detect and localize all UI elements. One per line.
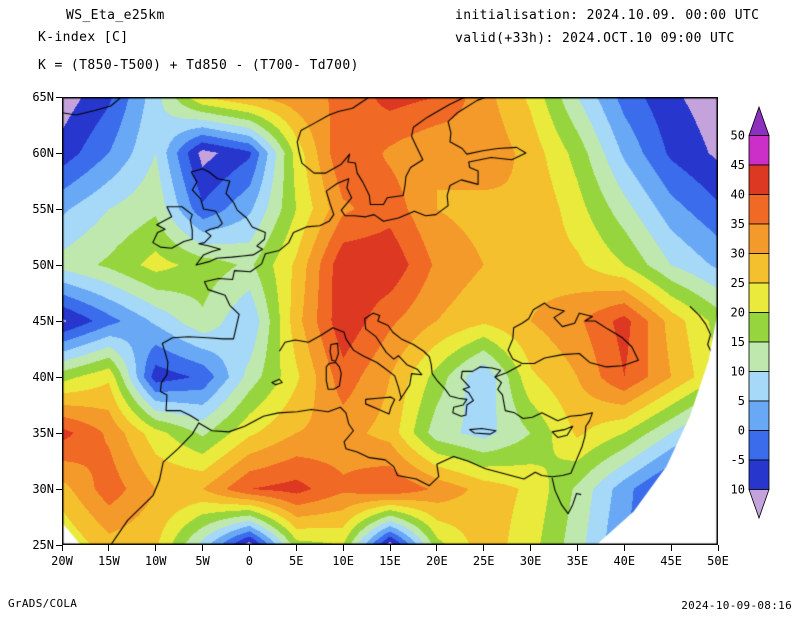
valid-time: valid(+33h): 2024.OCT.10 09:00 UTC (455, 31, 735, 46)
lon-tick-label: 10E (332, 554, 354, 568)
lon-tick-label: 15E (379, 554, 401, 568)
lon-tick-label: 5E (289, 554, 304, 568)
lon-tick-label: 50E (707, 554, 729, 568)
lat-tick (56, 152, 62, 154)
colorbar-label: 25 (731, 276, 745, 290)
lon-tick (670, 545, 672, 551)
lat-tick (56, 432, 62, 434)
colorbar-band (748, 253, 770, 284)
colorbar-label: -10 (729, 483, 745, 497)
grads-credit: GrADS/COLA (8, 597, 78, 610)
lat-tick-label: 50N (32, 258, 54, 272)
colorbar-label: 30 (731, 247, 745, 261)
colorbar-label: 35 (731, 217, 745, 231)
lon-tick (623, 545, 625, 551)
colorbar-label: 40 (731, 188, 745, 202)
lon-tick (530, 545, 532, 551)
creation-timestamp: 2024-10-09-08:16 (681, 599, 792, 612)
lat-tick (56, 264, 62, 266)
colorbar-band (748, 312, 770, 343)
lon-tick (108, 545, 110, 551)
colorbar-band (748, 341, 770, 372)
lon-tick-label: 30E (519, 554, 542, 568)
lat-tick-label: 60N (32, 146, 54, 160)
lon-tick-label: 25E (472, 554, 495, 568)
lon-tick (295, 545, 297, 551)
colorbar-band (748, 106, 770, 136)
colorbar-label: 45 (731, 158, 745, 172)
colorbar-label: 5 (738, 394, 745, 408)
lat-tick (56, 320, 62, 322)
lon-tick (483, 545, 485, 551)
lon-tick (389, 545, 391, 551)
lon-tick-label: 20E (426, 554, 448, 568)
colorbar-label: -5 (731, 453, 745, 467)
lat-tick-label: 65N (32, 90, 54, 104)
lat-tick (56, 96, 62, 98)
colorbar-label: 10 (731, 365, 745, 379)
lat-tick (56, 208, 62, 210)
lat-tick-label: 30N (32, 482, 54, 496)
model-name: WS_Eta_e25km (66, 8, 165, 23)
colorbar-band (748, 459, 770, 490)
k-index-formula: K = (T850-T500) + Td850 - (T700- Td700) (38, 58, 359, 73)
colorbar-label: 15 (731, 335, 745, 349)
lon-tick-label: 40E (613, 554, 636, 568)
lon-tick (248, 545, 250, 551)
colorbar-label: 20 (731, 306, 745, 320)
lat-tick-label: 35N (32, 426, 54, 440)
map-plot: 20W 15W 10W 5W 0 5E 10E 15E 20E 25E 30E 35E 40E 45E 50… (32, 90, 729, 568)
lon-tick (717, 545, 719, 551)
colorbar-band (748, 400, 770, 431)
lon-tick (202, 545, 204, 551)
colorbar-label: 0 (738, 424, 745, 438)
parameter-name: K-index [C] (38, 30, 129, 45)
lon-tick (61, 545, 63, 551)
lat-tick (56, 376, 62, 378)
lon-tick-label: 10W (144, 554, 167, 568)
map-canvas (62, 97, 718, 545)
lon-tick-label: 5W (195, 554, 210, 568)
colorbar-band (748, 489, 770, 520)
lat-tick-label: 40N (32, 370, 54, 384)
lat-tick-label: 45N (32, 314, 54, 328)
lon-tick-label: 20W (51, 554, 73, 568)
colorbar-band (748, 194, 770, 225)
lon-tick-label: 0 (245, 554, 254, 568)
lat-tick (56, 488, 62, 490)
lat-tick-label: 55N (32, 202, 54, 216)
lon-tick (342, 545, 344, 551)
lon-tick-label: 35E (566, 554, 589, 568)
colorbar-label: 50 (731, 129, 745, 143)
colorbar-band (748, 135, 770, 166)
lon-tick (155, 545, 157, 551)
colorbar-band (748, 164, 770, 195)
lon-tick-label: 45E (660, 554, 682, 568)
colorbar-band (748, 371, 770, 402)
colorbar-band (748, 223, 770, 254)
colorbar-band (748, 282, 770, 313)
colorbar-band (748, 430, 770, 461)
initialisation-time: initialisation: 2024.10.09. 00:00 UTC (455, 8, 760, 23)
lon-tick (436, 545, 438, 551)
lat-tick (56, 544, 62, 546)
lon-tick-label: 15W (98, 554, 120, 568)
lon-tick (576, 545, 578, 551)
lat-tick-label: 25N (32, 538, 54, 552)
